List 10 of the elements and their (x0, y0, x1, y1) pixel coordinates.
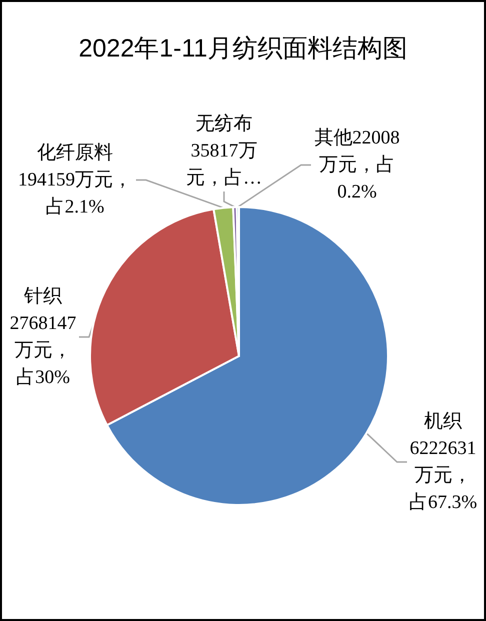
chart-title: 2022年1-11月纺织面料结构图 (78, 34, 408, 62)
data-label: 6222631万元，占67.3% (408, 438, 478, 513)
data-label: 2768147万元，占30% (10, 313, 76, 388)
slice-label: 机织 (424, 411, 462, 432)
slice-label: 针织 (23, 286, 62, 307)
slice-label: 化纤原料 (37, 142, 113, 164)
slice-label: 无纺布 (196, 114, 252, 134)
data-label: 194159万元，占2.1% (18, 170, 132, 218)
data-label: 35817万元，占… (186, 140, 262, 188)
slice-label: 其他22008万元，占0.2% (314, 128, 400, 202)
